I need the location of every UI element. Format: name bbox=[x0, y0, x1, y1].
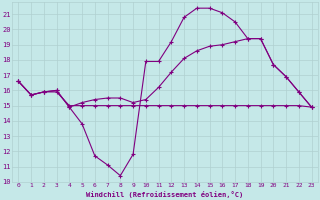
X-axis label: Windchill (Refroidissement éolien,°C): Windchill (Refroidissement éolien,°C) bbox=[86, 191, 244, 198]
